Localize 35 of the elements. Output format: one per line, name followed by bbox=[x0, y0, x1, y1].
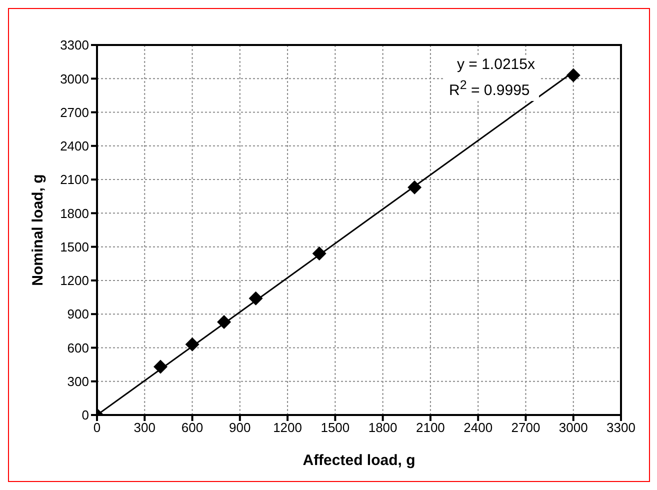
x-tick-label: 1200 bbox=[273, 420, 302, 436]
point bbox=[312, 246, 326, 261]
point bbox=[566, 68, 580, 82]
y-tick-label: 300 bbox=[67, 374, 89, 389]
point bbox=[217, 314, 232, 329]
y-tick-label: 900 bbox=[67, 306, 89, 322]
annotation: R$^{2}$ = 0.9995 bbox=[449, 77, 531, 101]
y-tick-label: 2400 bbox=[60, 138, 89, 154]
x-tick-label: 2100 bbox=[416, 420, 445, 436]
x-tick-label: 3300 bbox=[606, 420, 636, 436]
x-tick-label: 1800 bbox=[368, 420, 398, 436]
y-tick-label: 1200 bbox=[60, 273, 89, 288]
x-tick-label: 0 bbox=[93, 420, 101, 436]
y-tick-label: 3300 bbox=[60, 38, 89, 53]
annotation: y = 1.0215x bbox=[457, 55, 535, 75]
x-tick-label: 300 bbox=[134, 420, 156, 436]
x-tick-label: 2400 bbox=[464, 420, 493, 436]
y-tick-label: 0 bbox=[82, 408, 89, 423]
point bbox=[248, 291, 263, 306]
y-tick-label: 600 bbox=[67, 340, 89, 356]
x-axis-title: Affected load, g bbox=[302, 452, 416, 469]
x-tick-label: 900 bbox=[229, 420, 251, 436]
point bbox=[154, 360, 168, 374]
point bbox=[185, 337, 200, 352]
x-tick-label: 3000 bbox=[558, 420, 588, 436]
x-tick-label: 2700 bbox=[511, 420, 540, 436]
y-tick-label: 2700 bbox=[60, 104, 89, 120]
point bbox=[408, 180, 422, 194]
x-tick-label: 1500 bbox=[320, 420, 350, 436]
y-tick-label: 3000 bbox=[60, 71, 89, 86]
x-tick-label: 600 bbox=[181, 420, 204, 436]
y-tick-label: 1800 bbox=[60, 206, 89, 221]
y-tick-label: 2100 bbox=[60, 172, 89, 188]
y-tick-label: 1500 bbox=[60, 239, 89, 254]
y-axis-title: Nominal load, g bbox=[29, 174, 46, 286]
